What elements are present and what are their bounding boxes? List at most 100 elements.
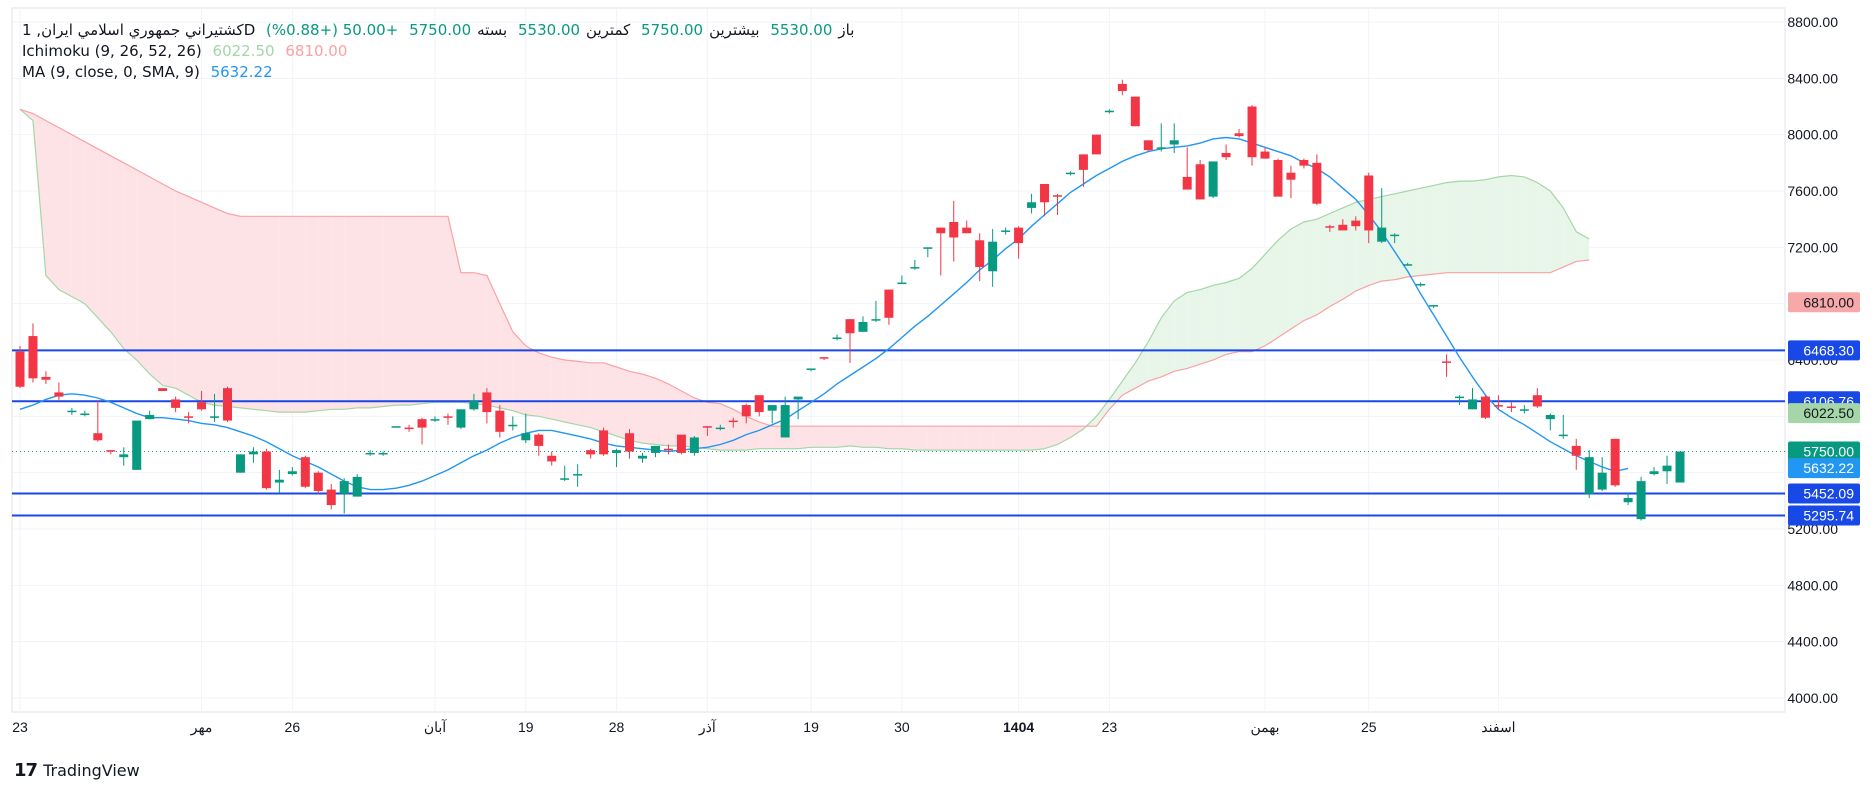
candle-down[interactable] — [586, 450, 596, 455]
candle-up[interactable] — [560, 478, 570, 480]
candle-down[interactable] — [1493, 405, 1503, 407]
candle-down[interactable] — [547, 455, 557, 462]
candle-up[interactable] — [469, 400, 479, 410]
candle-up[interactable] — [1027, 202, 1037, 208]
candle-up[interactable] — [1597, 472, 1607, 490]
candle-down[interactable] — [702, 426, 712, 428]
price-label-ma[interactable] — [1788, 458, 1860, 479]
ma-line[interactable] — [19, 136, 1629, 491]
candle-down[interactable] — [1234, 133, 1244, 137]
candle-down[interactable] — [845, 319, 855, 334]
candle-down[interactable] — [1143, 140, 1153, 151]
candle-down[interactable] — [1480, 396, 1490, 418]
candle-down[interactable] — [949, 221, 959, 238]
candle-down[interactable] — [1014, 227, 1024, 244]
price-label-last[interactable] — [1788, 441, 1860, 462]
candle-up[interactable] — [248, 451, 258, 455]
ichimoku-legend[interactable]: Ichimoku (9, 26, 52, 26) 6022.50 6810.00 — [22, 41, 353, 61]
candle-up[interactable] — [1636, 481, 1646, 520]
candle-down[interactable] — [28, 336, 38, 379]
candle-down[interactable] — [1195, 164, 1205, 200]
candle-down[interactable] — [261, 451, 271, 489]
candle-down[interactable] — [93, 433, 103, 441]
price-label-span_b[interactable] — [1788, 292, 1860, 313]
candle-up[interactable] — [612, 450, 622, 453]
candle-up[interactable] — [1623, 498, 1633, 503]
candle-down[interactable] — [1571, 445, 1581, 456]
tradingview-footer[interactable]: 17 TradingView — [14, 760, 140, 781]
candle-up[interactable] — [1468, 399, 1477, 410]
candle-down[interactable] — [728, 420, 738, 423]
candle-down[interactable] — [1273, 160, 1283, 197]
candle-down[interactable] — [1312, 162, 1322, 204]
candle-up[interactable] — [1104, 110, 1114, 113]
candle-down[interactable] — [54, 392, 64, 397]
candle-down[interactable] — [1247, 106, 1257, 158]
candle-up[interactable] — [638, 455, 647, 459]
candle-down[interactable] — [1091, 134, 1101, 155]
candle-up[interactable] — [1545, 414, 1555, 420]
candle-down[interactable] — [1286, 172, 1296, 180]
candle-up[interactable] — [897, 282, 907, 285]
candle-up[interactable] — [521, 433, 531, 441]
candle-up[interactable] — [365, 452, 375, 455]
candle-up[interactable] — [767, 405, 777, 411]
candle-down[interactable] — [41, 376, 51, 380]
candle-down[interactable] — [1130, 96, 1140, 127]
candle-down[interactable] — [1506, 406, 1516, 408]
price-label-hline[interactable] — [1788, 483, 1860, 504]
candle-down[interactable] — [184, 416, 194, 418]
candle-down[interactable] — [404, 427, 414, 430]
price-label-hline[interactable] — [1788, 340, 1860, 361]
ma-legend[interactable]: MA (9, close, 0, SMA, 9) 5632.22 — [22, 62, 279, 82]
candle-down[interactable] — [482, 392, 492, 413]
candle-down[interactable] — [326, 489, 336, 506]
candle-down[interactable] — [171, 399, 181, 408]
candle-down[interactable] — [1040, 183, 1050, 203]
candle-up[interactable] — [378, 452, 388, 455]
candle-down[interactable] — [1078, 154, 1088, 170]
symbol-title[interactable]: كشتيراني جمهوري اسلامي ايران, 1D — [22, 21, 256, 39]
candle-up[interactable] — [339, 481, 349, 494]
candle-up[interactable] — [1377, 227, 1387, 242]
candle-up[interactable] — [806, 368, 816, 370]
candle-down[interactable] — [197, 402, 207, 410]
candle-down[interactable] — [754, 395, 764, 413]
candle-down[interactable] — [741, 405, 751, 417]
candle-down[interactable] — [106, 450, 116, 452]
candle-down[interactable] — [313, 472, 323, 491]
candle-down[interactable] — [884, 289, 894, 318]
candle-up[interactable] — [1156, 147, 1166, 149]
candle-up[interactable] — [780, 405, 790, 438]
candle-down[interactable] — [599, 430, 609, 455]
ichimoku-span-b-line[interactable] — [19, 108, 1590, 427]
candle-down[interactable] — [1442, 361, 1452, 363]
candle-up[interactable] — [274, 479, 284, 483]
price-label-hline[interactable] — [1788, 505, 1860, 526]
candle-down[interactable] — [1364, 175, 1374, 231]
candle-up[interactable] — [145, 414, 155, 420]
candle-down[interactable] — [443, 416, 453, 418]
candle-down[interactable] — [663, 448, 673, 451]
candle-up[interactable] — [988, 241, 998, 272]
candle-up[interactable] — [287, 471, 297, 475]
candle-down[interactable] — [975, 240, 985, 268]
candle-down[interactable] — [1221, 152, 1231, 158]
candle-up[interactable] — [871, 319, 881, 321]
candle-up[interactable] — [650, 445, 660, 453]
candle-up[interactable] — [132, 420, 142, 470]
candle-down[interactable] — [936, 227, 946, 234]
candle-up[interactable] — [923, 247, 933, 249]
candle-up[interactable] — [573, 474, 583, 476]
candle-up[interactable] — [1065, 172, 1075, 175]
candle-up[interactable] — [1584, 457, 1594, 494]
candle-down[interactable] — [625, 433, 635, 452]
candle-up[interactable] — [832, 337, 842, 339]
candle-down[interactable] — [1325, 226, 1335, 228]
candle-up[interactable] — [391, 426, 401, 428]
candle-up[interactable] — [1403, 264, 1413, 266]
candle-down[interactable] — [1117, 83, 1127, 92]
candle-down[interactable] — [962, 227, 972, 234]
candle-up[interactable] — [1169, 140, 1179, 145]
candle-up[interactable] — [67, 410, 77, 413]
